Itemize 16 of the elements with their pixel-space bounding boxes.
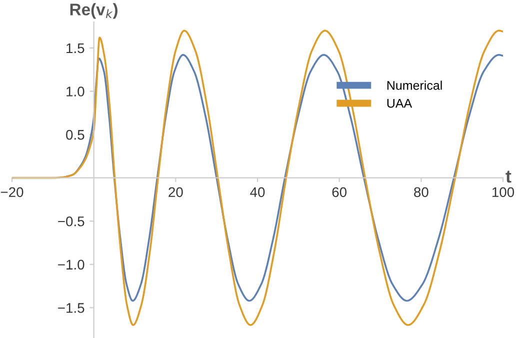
x-tick-label: 40 [250, 187, 265, 198]
legend-label: Numerical [387, 80, 442, 90]
y-tick-label: 1.0 [66, 86, 84, 96]
y-tick-label: 1.5 [66, 43, 84, 54]
x-tick-label: 60 [332, 187, 347, 198]
x-tick-label: 80 [414, 187, 428, 198]
legend-label: UAA [387, 99, 412, 108]
y-tick-label: −1.0 [58, 260, 84, 270]
x-tick-label: 20 [168, 187, 183, 198]
x-tick-label: 100 [492, 187, 514, 198]
x-axis-title: t [506, 170, 512, 183]
y-axis-title: Re(v$_{k}$) [70, 3, 118, 19]
y-tick-label: −1.5 [58, 303, 84, 313]
y-tick-label: −0.5 [58, 216, 84, 226]
x-tick-label: −20 [0, 187, 24, 198]
y-tick-label: 0.5 [66, 130, 84, 140]
